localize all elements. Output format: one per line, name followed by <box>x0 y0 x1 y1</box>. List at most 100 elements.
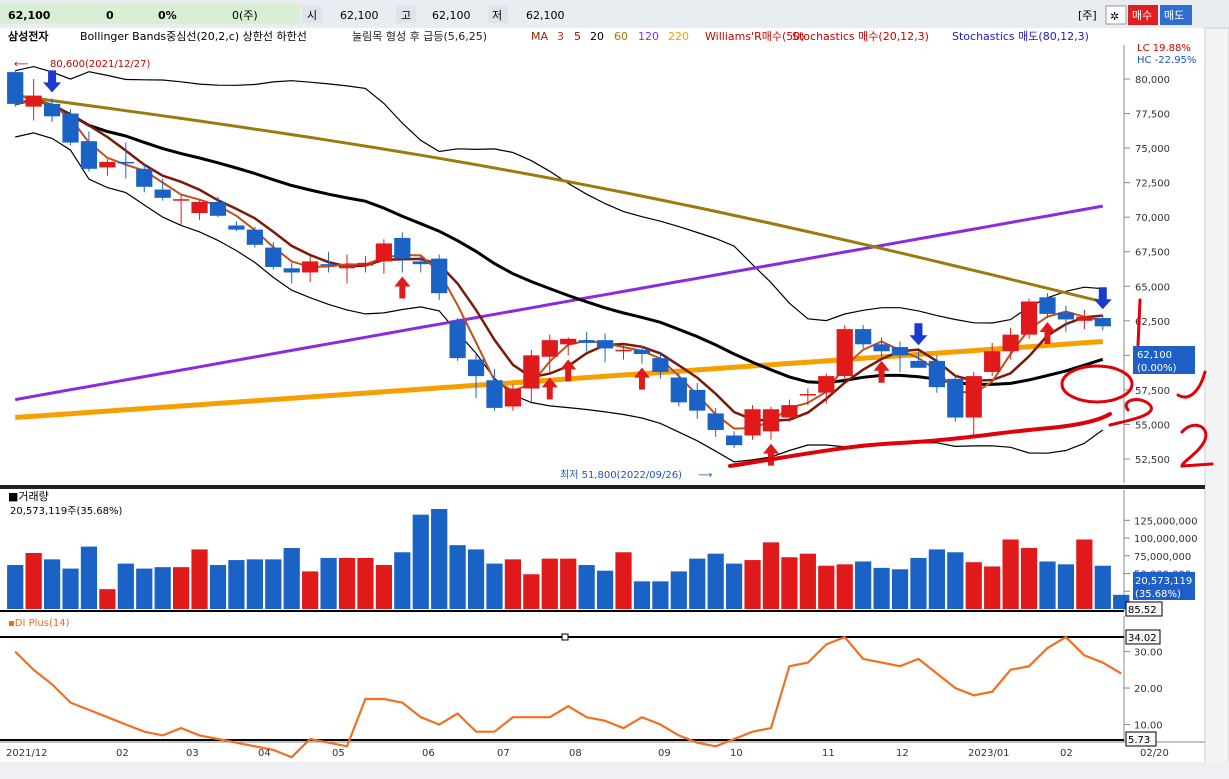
volume-bar <box>744 560 761 609</box>
bollinger-lower-line <box>15 132 1104 463</box>
volume-bar <box>1113 594 1130 609</box>
candle-body <box>928 360 945 388</box>
ma-60-line <box>14 94 1104 304</box>
price-tick-label: 72,500 <box>1135 179 1170 190</box>
volume-bar <box>726 563 743 609</box>
volume-bar <box>25 552 42 609</box>
sell-signal-arrow <box>1093 287 1112 310</box>
legend-ma-120: 120 <box>638 30 659 43</box>
candle-body <box>191 201 208 214</box>
price-tick-label: 65,000 <box>1135 282 1170 293</box>
settings-button[interactable] <box>1105 5 1127 25</box>
candle-body <box>504 388 522 407</box>
candle-body <box>781 405 798 418</box>
signal-arrows <box>43 70 1112 466</box>
di-plus-series <box>14 635 1122 759</box>
unit-button[interactable]: [주] <box>1078 9 1097 22</box>
x-axis-label: 2023/01 <box>968 748 1010 759</box>
volume-bar <box>707 553 724 609</box>
price-tick-label: 52,500 <box>1135 455 1170 466</box>
di-upper-badge <box>1125 629 1161 645</box>
candle-body <box>117 161 134 164</box>
di-tick-label: 10.00 <box>1134 720 1163 731</box>
volume-bar <box>136 568 153 609</box>
x-axis: 2021/12 02 03 04 05 06 07 08 09 10 11 12 2023/01 02 02… <box>6 748 1169 759</box>
candle-body <box>1094 318 1111 327</box>
volume-bar <box>1020 548 1038 609</box>
volume-tick-label: 125,000,000 <box>1134 516 1198 527</box>
candle-body <box>891 347 909 356</box>
open-label-box <box>302 6 322 23</box>
candle-body <box>265 247 282 267</box>
di-upper-value: 34.02 <box>1128 633 1157 644</box>
volume-bar <box>1094 565 1111 609</box>
volume-bar <box>781 557 798 609</box>
volume-bar <box>228 560 245 609</box>
volume-bar <box>80 546 98 609</box>
volume-bar <box>62 568 79 609</box>
candle-body <box>486 380 503 408</box>
ma-5-line <box>14 98 1103 423</box>
candle-body <box>1039 297 1056 314</box>
candle-body <box>394 237 411 259</box>
volume-tick-label: 75,000,000 <box>1134 552 1191 563</box>
candle-body <box>726 435 743 446</box>
candle-body <box>7 72 24 104</box>
x-axis-label: 09 <box>658 748 671 759</box>
volume-bar <box>1002 539 1019 609</box>
bottom-scrollbar[interactable] <box>0 762 1229 779</box>
volume-badge <box>1133 572 1195 600</box>
di-axis: 10.00 20.00 30.00 <box>1124 648 1163 731</box>
current-price-pct: (0.00%) <box>1137 363 1177 374</box>
gear-icon: ✲ <box>1110 10 1119 23</box>
legend-stock-name: 삼성전자 <box>8 29 49 43</box>
candle-body <box>689 389 706 411</box>
support-line-drawing <box>728 412 1112 468</box>
volume-bar <box>560 558 577 609</box>
volume-tick-label: 100,000,000 <box>1134 534 1198 545</box>
candle-body <box>560 338 577 345</box>
price-tick-label: 62,500 <box>1135 317 1170 328</box>
high-label-box <box>396 6 416 23</box>
candle-body <box>357 262 374 266</box>
candle-body <box>670 377 687 403</box>
bollinger-upper-line <box>15 65 1103 324</box>
right-toolbar <box>1204 27 1229 779</box>
open-value: 62,100 <box>340 9 379 22</box>
candle-body <box>99 161 116 168</box>
price-tick-label: 57,500 <box>1135 386 1170 397</box>
legend-stoch-buy: Stochastics 매수(20,12,3) <box>792 30 929 43</box>
volume-bar <box>394 552 411 609</box>
volume-bar <box>836 564 853 609</box>
di-lower-badge <box>1125 731 1157 747</box>
buy-signal-arrow <box>873 360 890 383</box>
candle-body <box>43 103 61 117</box>
volume-bar <box>670 571 687 609</box>
x-axis-label: 05 <box>332 748 345 759</box>
lc-label: LC 19.88% <box>1137 43 1191 54</box>
legend-ma-220: 220 <box>668 30 689 43</box>
volume-bar <box>43 559 61 609</box>
volume-bar <box>449 545 466 609</box>
sell-button[interactable] <box>1160 5 1192 25</box>
candle-body <box>25 95 42 107</box>
candle-body <box>707 413 724 430</box>
header-price: 62,100 <box>8 9 51 22</box>
candle-body <box>80 141 98 169</box>
price-tick-label: 80,000 <box>1135 75 1170 86</box>
high-note-arrow: ⟵ <box>14 59 28 70</box>
x-axis-label: 12 <box>896 748 909 759</box>
volume-bar <box>799 553 816 609</box>
volume-bar <box>615 552 632 609</box>
buy-button[interactable] <box>1128 5 1158 25</box>
volume-info: 20,573,119주(35.68%) <box>10 506 122 517</box>
candle-body <box>744 409 761 436</box>
x-axis-label: 02 <box>1060 748 1073 759</box>
volume-bar <box>523 574 540 609</box>
volume-bar <box>652 581 669 609</box>
di-level-handle[interactable] <box>561 633 569 641</box>
candle-body <box>596 340 614 349</box>
candle-body <box>283 268 300 273</box>
volume-bar <box>154 567 171 609</box>
candle-body <box>1057 312 1075 320</box>
